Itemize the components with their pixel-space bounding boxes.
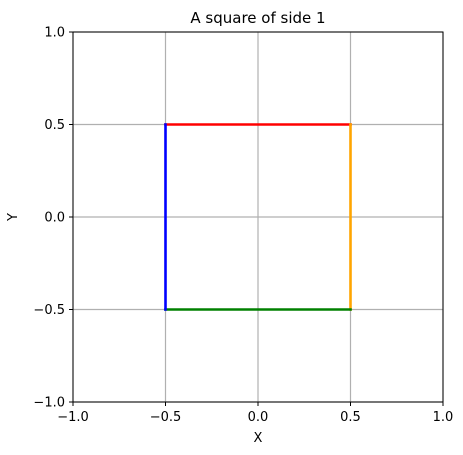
x-tick-label: 0.5 (340, 410, 361, 425)
chart-title: A square of side 1 (190, 9, 325, 27)
x-tick-label: −0.5 (150, 410, 182, 425)
x-axis-label: X (254, 431, 263, 446)
y-tick-label: −0.5 (33, 303, 65, 318)
y-tick-label: 0.5 (44, 118, 65, 133)
y-tick-label: 0.0 (44, 211, 65, 226)
y-axis-label: Y (6, 213, 21, 222)
grid-lines (72, 31, 444, 403)
axis-ticks: −1.0 −0.5 0.0 0.5 1.0 −1.0 −0.5 0.0 0.5 1.0 (33, 26, 453, 426)
y-tick-label: −1.0 (33, 396, 65, 411)
x-tick-label: 0.0 (248, 410, 269, 425)
series-lines (164, 123, 352, 311)
x-tick-label: 1.0 (433, 410, 454, 425)
x-tick-label: −1.0 (57, 410, 89, 425)
y-tick-label: 1.0 (44, 26, 65, 41)
